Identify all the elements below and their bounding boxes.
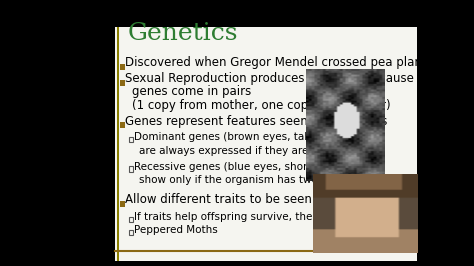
Text: show only if the organism has two copies: show only if the organism has two copies <box>139 175 355 185</box>
Text: Recessive genes (blue eyes, short pea plants): Recessive genes (blue eyes, short pea pl… <box>134 161 374 172</box>
Text: are always expressed if they are present: are always expressed if they are present <box>139 146 352 156</box>
Bar <box>129 166 133 172</box>
Text: Allow different traits to be seen in offspring: Allow different traits to be seen in off… <box>126 193 383 206</box>
Bar <box>129 230 133 235</box>
Text: Sexual Reproduction produces variation because: Sexual Reproduction produces variation b… <box>126 72 414 85</box>
Bar <box>129 217 133 222</box>
Text: Genes represent features seen in organisms: Genes represent features seen in organis… <box>126 115 388 128</box>
Text: (1 copy from mother, one copy from father): (1 copy from mother, one copy from fathe… <box>132 99 391 112</box>
Bar <box>117 27 119 261</box>
FancyBboxPatch shape <box>115 27 417 261</box>
Bar <box>120 201 125 207</box>
Bar <box>120 122 125 128</box>
Text: Genetics: Genetics <box>128 22 238 45</box>
Bar <box>120 64 125 70</box>
Bar <box>129 137 133 142</box>
Text: Peppered Moths: Peppered Moths <box>134 225 218 235</box>
Text: If traits help offspring survive, the trait is passed on: If traits help offspring survive, the tr… <box>134 212 406 222</box>
Bar <box>120 80 125 86</box>
Text: Discovered when Gregor Mendel crossed pea plants: Discovered when Gregor Mendel crossed pe… <box>126 56 433 69</box>
Text: genes come in pairs: genes come in pairs <box>132 85 251 98</box>
Text: Dominant genes (brown eyes, tall pea plants): Dominant genes (brown eyes, tall pea pla… <box>134 132 372 142</box>
